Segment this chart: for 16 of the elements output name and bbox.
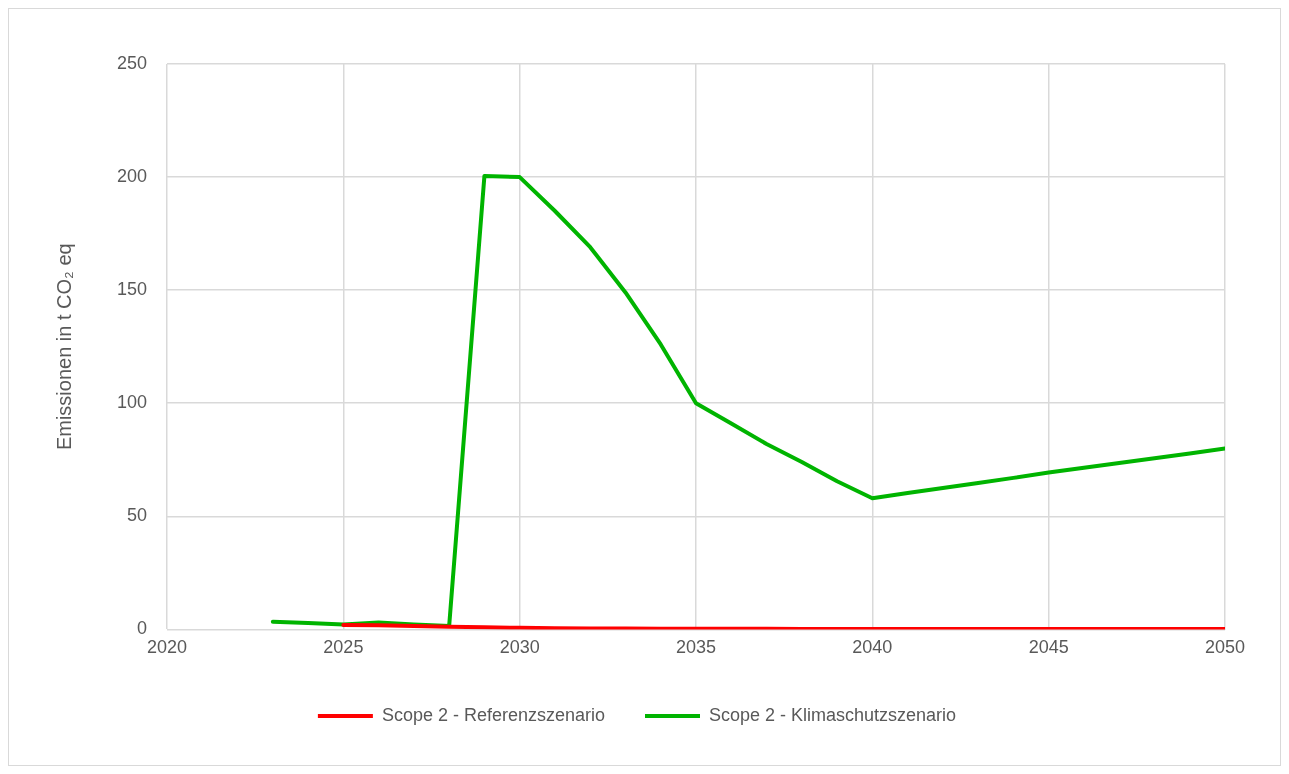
y-tick-label: 50	[127, 505, 148, 526]
legend-label: Scope 2 - Referenzszenario	[381, 704, 606, 725]
legend-label: Scope 2 - Klimaschutzszenario	[709, 704, 957, 725]
x-tick-label: 2035	[675, 637, 717, 658]
y-tick-label: 200	[116, 166, 148, 187]
y-axis-title: Emissionen in t CO₂ eq	[52, 243, 75, 451]
x-tick-label: 2050	[1204, 637, 1246, 658]
x-tick-label: 2025	[323, 637, 364, 658]
y-tick-label: 100	[116, 392, 148, 413]
y-tick-label: 250	[116, 52, 148, 73]
x-tick-label: 2020	[147, 637, 188, 658]
x-tick-label: 2045	[1028, 637, 1069, 658]
y-tick-label: 150	[116, 279, 148, 300]
x-tick-label: 2030	[499, 637, 540, 658]
y-tick-label: 0	[137, 618, 148, 639]
x-tick-label: 2040	[852, 637, 893, 658]
